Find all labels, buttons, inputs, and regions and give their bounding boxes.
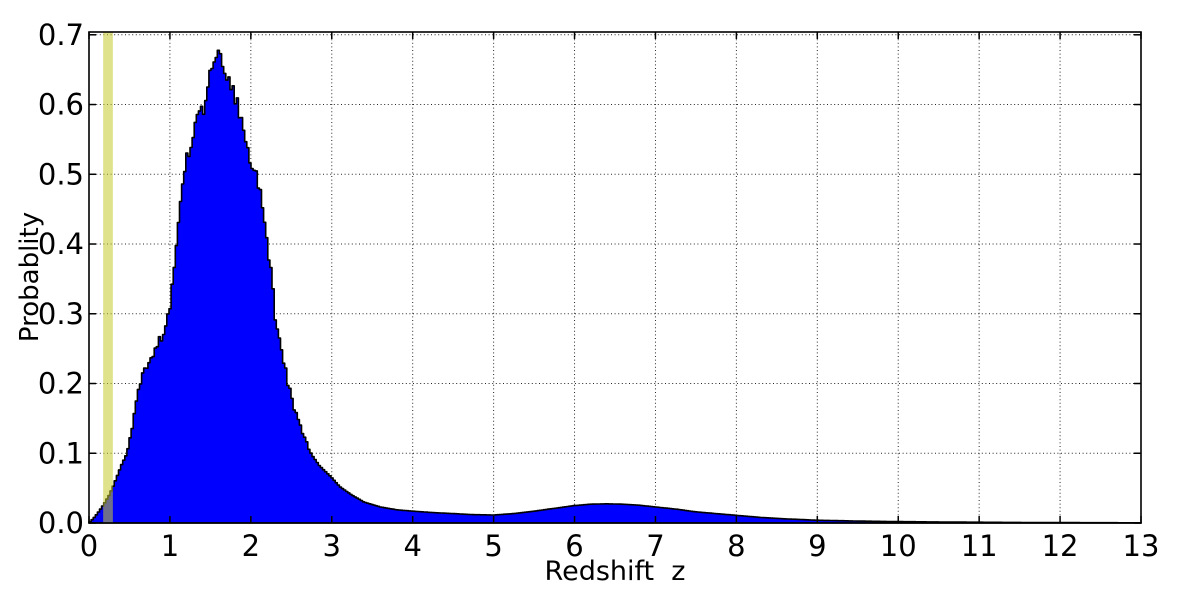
x-tick-label: 8 — [727, 529, 745, 563]
highlighted-redshift-band — [103, 32, 113, 523]
x-tick-label: 5 — [484, 529, 502, 563]
x-tick-label: 13 — [1123, 529, 1160, 563]
y-tick-label: 0.1 — [38, 436, 84, 470]
x-axis-label: Redshift z — [544, 556, 686, 587]
axes-frame — [88, 31, 1142, 524]
x-tick-label: 7 — [646, 529, 664, 563]
x-tick-label: 11 — [961, 529, 998, 563]
x-tick-label: 3 — [323, 529, 341, 563]
y-tick-label: 0.3 — [38, 297, 84, 331]
y-tick-label: 0.5 — [38, 157, 84, 191]
x-tick-label: 4 — [403, 529, 421, 563]
probability-density-area — [88, 49, 1142, 524]
y-tick-label: 0.7 — [38, 18, 84, 52]
x-tick-label: 1 — [161, 529, 179, 563]
y-tick-label: 0.4 — [38, 227, 84, 261]
x-tick-label: 10 — [880, 529, 917, 563]
x-tick-label: 6 — [565, 529, 583, 563]
x-tick-label: 0 — [80, 529, 98, 563]
y-tick-label: 0.6 — [38, 88, 84, 122]
y-tick-label: 0.0 — [38, 506, 84, 540]
x-tick-label: 9 — [808, 529, 826, 563]
y-axis-label: Probablity — [15, 211, 45, 343]
x-tick-label: 12 — [1042, 529, 1079, 563]
y-tick-label: 0.2 — [38, 367, 84, 401]
x-tick-label: 2 — [242, 529, 260, 563]
